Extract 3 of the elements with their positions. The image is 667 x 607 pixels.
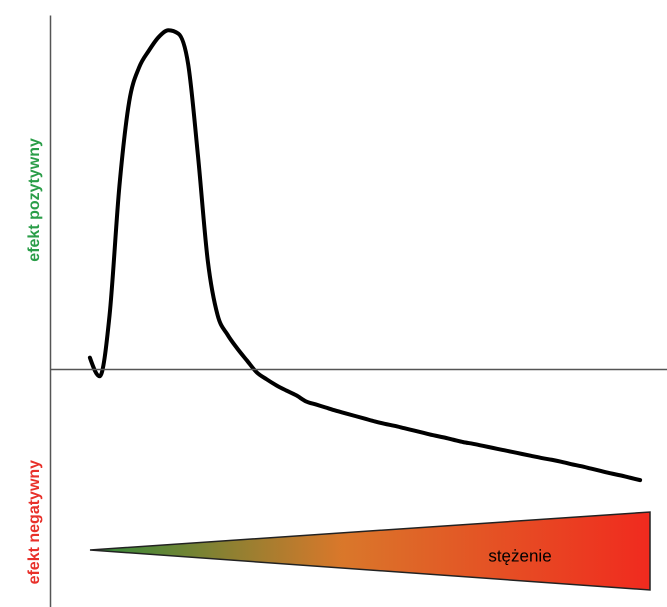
x-axis-title: stężenie bbox=[488, 546, 552, 566]
text: efekt negatywny bbox=[26, 460, 43, 584]
text: efekt pozytywny bbox=[26, 138, 43, 262]
